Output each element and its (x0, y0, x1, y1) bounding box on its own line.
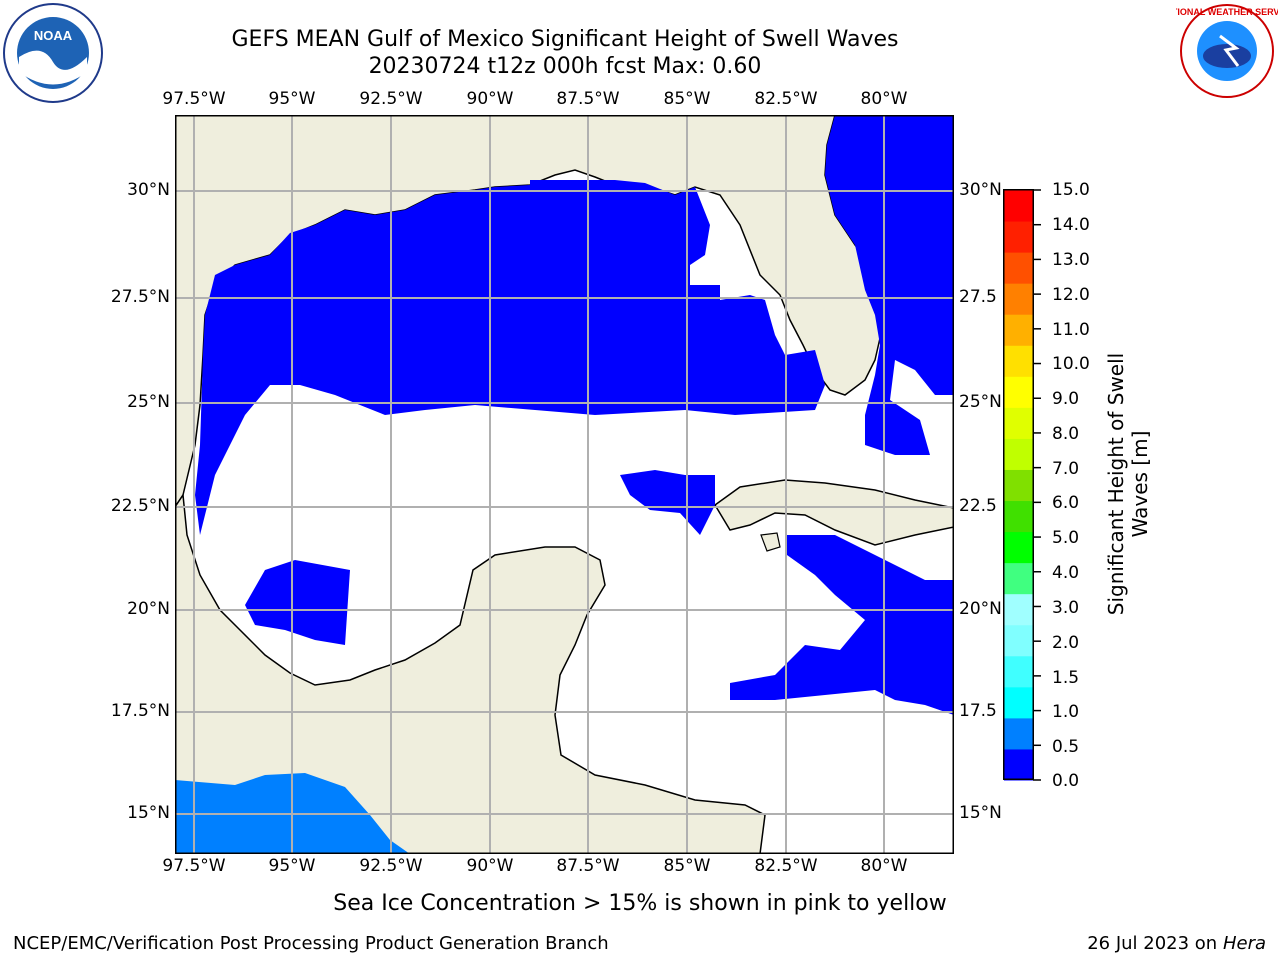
lat-tick-right: 15°N (959, 803, 1002, 823)
lat-tick-right: 27.5 (959, 287, 997, 307)
colorbar-tick: 15.0 (1052, 180, 1090, 200)
swell-region-gulf-of-campeche (245, 560, 350, 645)
lon-tick-bottom: 82.5°W (754, 856, 818, 876)
lon-tick-bottom: 95°W (268, 856, 316, 876)
lon-tick-top: 82.5°W (754, 89, 818, 109)
colorbar (1003, 189, 1041, 781)
colorbar-segment (1004, 624, 1033, 657)
lat-tick-left: 25°N (127, 392, 170, 412)
lon-tick-bottom: 80°W (860, 856, 908, 876)
nws-logo-text: NATIONAL WEATHER SERVICE (1176, 7, 1278, 17)
sea-ice-note: Sea Ice Concentration > 15% is shown in … (333, 891, 947, 916)
colorbar-segment (1004, 469, 1033, 502)
lat-tick-left: 20°N (127, 599, 170, 619)
graticule (175, 115, 954, 854)
lon-tick-top: 97.5°W (162, 89, 226, 109)
lat-tick-left: 17.5°N (110, 701, 170, 721)
colorbar-tick: 1.0 (1052, 702, 1080, 722)
lat-tick-right: 25°N (959, 392, 1002, 412)
colorbar-segment (1004, 190, 1033, 222)
colorbar-segment (1004, 252, 1033, 284)
nws-logo: NATIONAL WEATHER SERVICE (1176, 4, 1278, 98)
colorbar-tick: 6.0 (1052, 493, 1080, 513)
footer-host: Hera (1222, 933, 1266, 954)
lon-tick-top: 92.5°W (359, 89, 423, 109)
lon-tick-top: 90°W (466, 89, 514, 109)
footer-credit: NCEP/EMC/Verification Post Processing Pr… (13, 933, 609, 954)
lat-tick-left: 15°N (127, 803, 170, 823)
colorbar-segment (1004, 500, 1033, 533)
map-frame (175, 115, 954, 854)
lon-tick-top: 85°W (663, 89, 711, 109)
colorbar-tick: 4.0 (1052, 563, 1080, 583)
lon-tick-bottom: 85°W (663, 856, 711, 876)
lat-tick-left: 22.5°N (110, 496, 170, 516)
cuba-landmass (714, 479, 954, 546)
colorbar-tick: 13.0 (1052, 250, 1090, 270)
colorbar-segment (1004, 593, 1033, 626)
colorbar-segment (1004, 717, 1033, 750)
isle-of-youth (760, 532, 781, 552)
colorbar-tick: 0.0 (1052, 771, 1080, 791)
swell-region-atlantic (825, 115, 954, 455)
chart-title: GEFS MEAN Gulf of Mexico Significant Hei… (231, 27, 899, 52)
colorbar-segment (1004, 438, 1033, 470)
lat-tick-right: 22.5 (959, 496, 997, 516)
chart-subtitle: 20230724 t12z 000h fcst Max: 0.60 (368, 54, 762, 79)
colorbar-tick: 10.0 (1052, 354, 1090, 374)
colorbar-segment (1004, 407, 1033, 439)
lat-tick-right: 20°N (959, 599, 1002, 619)
swell-region-northern-gulf (195, 180, 825, 535)
colorbar-label: Significant Height of Swell Waves [m] (1104, 352, 1152, 616)
lon-tick-bottom: 97.5°W (162, 856, 226, 876)
colorbar-segment (1004, 686, 1033, 719)
colorbar-segment (1004, 221, 1033, 253)
noaa-logo-text: NOAA (34, 28, 73, 43)
colorbar-segment (1004, 655, 1033, 688)
lon-tick-bottom: 87.5°W (556, 856, 620, 876)
footer-date: 26 Jul 2023 on Hera (1087, 933, 1266, 954)
colorbar-tick: 7.0 (1052, 459, 1080, 479)
noaa-logo: NOAA (3, 3, 103, 103)
colorbar-segment (1004, 748, 1033, 781)
lon-tick-bottom: 92.5°W (359, 856, 423, 876)
lat-tick-left: 27.5°N (110, 287, 170, 307)
colorbar-tick: 3.0 (1052, 598, 1080, 618)
footer-date-text: 26 Jul 2023 on (1087, 933, 1223, 954)
colorbar-tick: 14.0 (1052, 215, 1090, 235)
lon-tick-top: 95°W (268, 89, 316, 109)
colorbar-tick: 2.0 (1052, 633, 1080, 653)
mexico-landmass (175, 492, 766, 854)
colorbar-segment (1004, 314, 1033, 346)
colorbar-segment (1004, 376, 1033, 408)
colorbar-tick: 1.5 (1052, 668, 1080, 688)
colorbar-segment (1004, 562, 1033, 595)
lat-tick-right: 17.5 (959, 701, 997, 721)
colorbar-tick: 11.0 (1052, 320, 1090, 340)
colorbar-segment (1004, 345, 1033, 377)
lon-tick-top: 87.5°W (556, 89, 620, 109)
lat-tick-left: 30°N (127, 180, 170, 200)
colorbar-segment (1004, 283, 1033, 315)
lon-tick-bottom: 90°W (466, 856, 514, 876)
lon-tick-top: 80°W (860, 89, 908, 109)
lat-tick-right: 30°N (959, 180, 1002, 200)
swell-region-yucatan-channel (620, 470, 715, 535)
colorbar-tick: 12.0 (1052, 285, 1090, 305)
colorbar-tick: 0.5 (1052, 737, 1080, 757)
colorbar-segment (1004, 531, 1033, 564)
colorbar-tick: 5.0 (1052, 528, 1080, 548)
colorbar-tick: 8.0 (1052, 424, 1080, 444)
colorbar-tick: 9.0 (1052, 389, 1080, 409)
map-plot (175, 115, 954, 854)
